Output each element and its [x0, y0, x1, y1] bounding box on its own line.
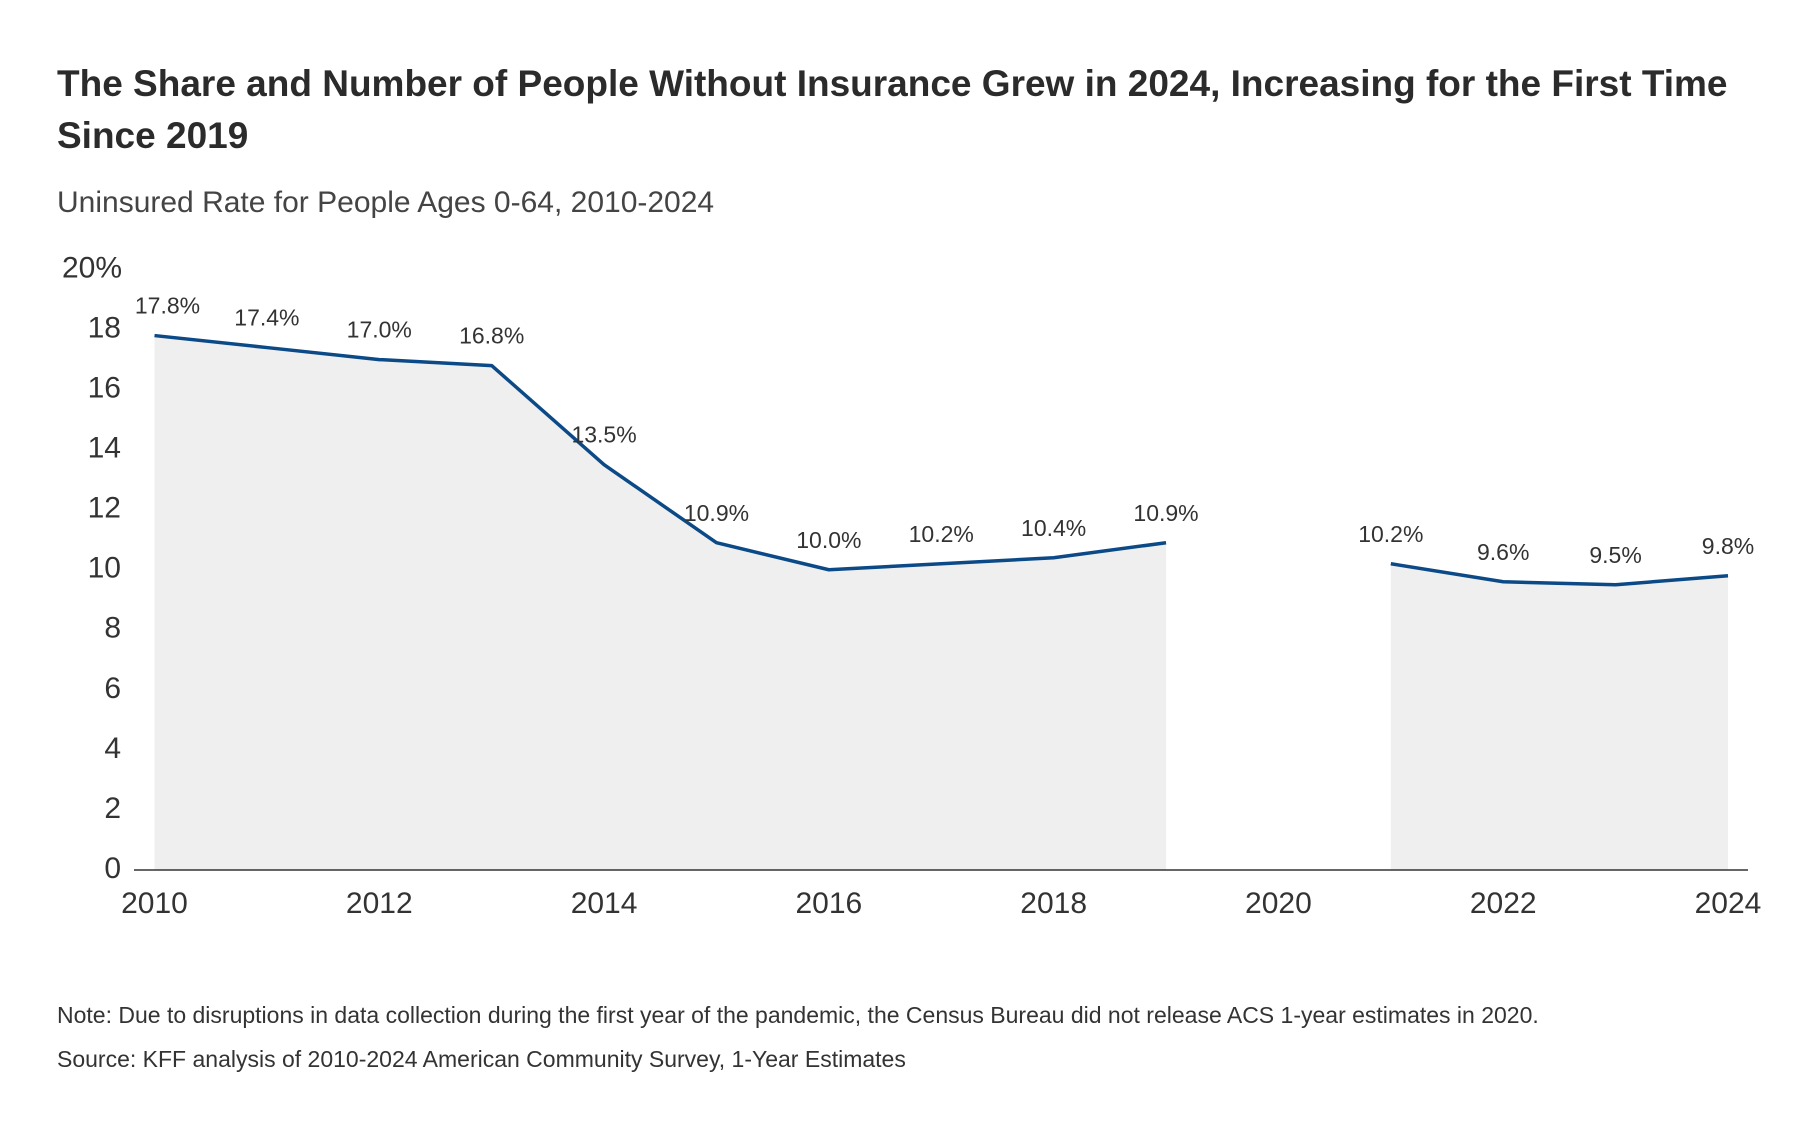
data-label: 10.9%	[1133, 500, 1198, 526]
data-label: 17.8%	[135, 293, 200, 319]
y-tick-label: 4	[104, 732, 121, 765]
y-tick-label: 10	[88, 552, 121, 585]
data-label: 16.8%	[459, 323, 524, 349]
x-tick-label: 2012	[346, 887, 413, 920]
data-label: 10.9%	[684, 500, 749, 526]
y-tick-label: 14	[88, 432, 121, 465]
data-label: 9.6%	[1477, 539, 1529, 565]
chart-title: The Share and Number of People Without I…	[57, 63, 1728, 156]
y-tick-label: 0	[104, 852, 121, 885]
data-label: 13.5%	[571, 422, 636, 448]
chart-subtitle: Uninsured Rate for People Ages 0-64, 201…	[57, 186, 715, 219]
y-tick-label: 18	[88, 311, 121, 344]
y-tick-label: 6	[104, 672, 121, 705]
x-tick-label: 2022	[1470, 887, 1537, 920]
data-label: 10.4%	[1021, 515, 1086, 541]
x-tick-label: 2016	[795, 887, 862, 920]
data-label: 17.0%	[347, 317, 412, 343]
area	[154, 335, 1728, 870]
x-tick-label: 2024	[1695, 887, 1762, 920]
data-label: 10.2%	[909, 521, 974, 547]
x-tick-label: 2018	[1020, 887, 1087, 920]
note: Note: Due to disruptions in data collect…	[57, 1002, 1539, 1028]
y-tick-label: 16	[88, 372, 121, 405]
data-label: 9.8%	[1702, 533, 1754, 559]
y-tick-label: 8	[104, 612, 121, 645]
x-tick-label: 2020	[1245, 887, 1312, 920]
data-label: 10.0%	[796, 527, 861, 553]
data-label: 9.5%	[1589, 542, 1641, 568]
y-tick-label: 12	[88, 492, 121, 525]
line	[154, 333, 1729, 587]
data-label: 10.2%	[1358, 521, 1423, 547]
y-tick-label: 2	[104, 792, 121, 825]
data-label: 17.4%	[234, 305, 299, 331]
x-tick-label: 2010	[121, 887, 188, 920]
x-tick-label: 2014	[571, 887, 638, 920]
source: Source: KFF analysis of 2010-2024 Americ…	[57, 1046, 906, 1072]
y-tick-label: 20%	[62, 251, 122, 284]
